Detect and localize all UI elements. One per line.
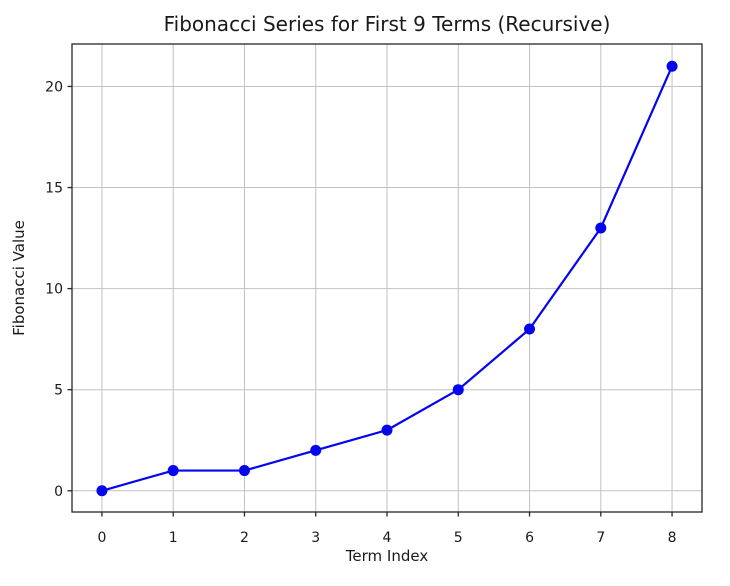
x-tick-label: 0 bbox=[97, 530, 106, 546]
x-tick-label: 7 bbox=[596, 530, 605, 546]
y-tick-label: 10 bbox=[45, 282, 63, 298]
x-tick-label: 8 bbox=[668, 530, 677, 546]
chart-title: Fibonacci Series for First 9 Terms (Recu… bbox=[164, 12, 611, 36]
x-tick-label: 1 bbox=[169, 530, 178, 546]
x-tick-label: 3 bbox=[311, 530, 320, 546]
y-tick-label: 5 bbox=[54, 383, 63, 399]
y-axis-label: Fibonacci Value bbox=[10, 220, 28, 336]
series-layer bbox=[96, 60, 678, 497]
x-tick-label: 2 bbox=[240, 530, 249, 546]
data-point bbox=[524, 323, 536, 335]
x-tick-label: 4 bbox=[383, 530, 392, 546]
data-point bbox=[167, 465, 179, 477]
data-point bbox=[96, 485, 108, 497]
data-point bbox=[238, 465, 250, 477]
grid-layer bbox=[72, 44, 702, 512]
x-axis-label: Term Index bbox=[345, 547, 429, 565]
y-tick-label: 20 bbox=[45, 79, 63, 95]
x-tick-label: 5 bbox=[454, 530, 463, 546]
y-tick-label: 15 bbox=[45, 181, 63, 197]
y-tick-label: 0 bbox=[54, 484, 63, 500]
tick-layer: 0 1 2 3 4 5 6 7 8 0 5 10 15 20 bbox=[45, 79, 676, 546]
data-point bbox=[452, 384, 464, 396]
data-point bbox=[666, 60, 678, 72]
data-point bbox=[595, 222, 607, 234]
data-point bbox=[381, 424, 393, 436]
x-tick-label: 6 bbox=[525, 530, 534, 546]
data-point bbox=[310, 444, 322, 456]
